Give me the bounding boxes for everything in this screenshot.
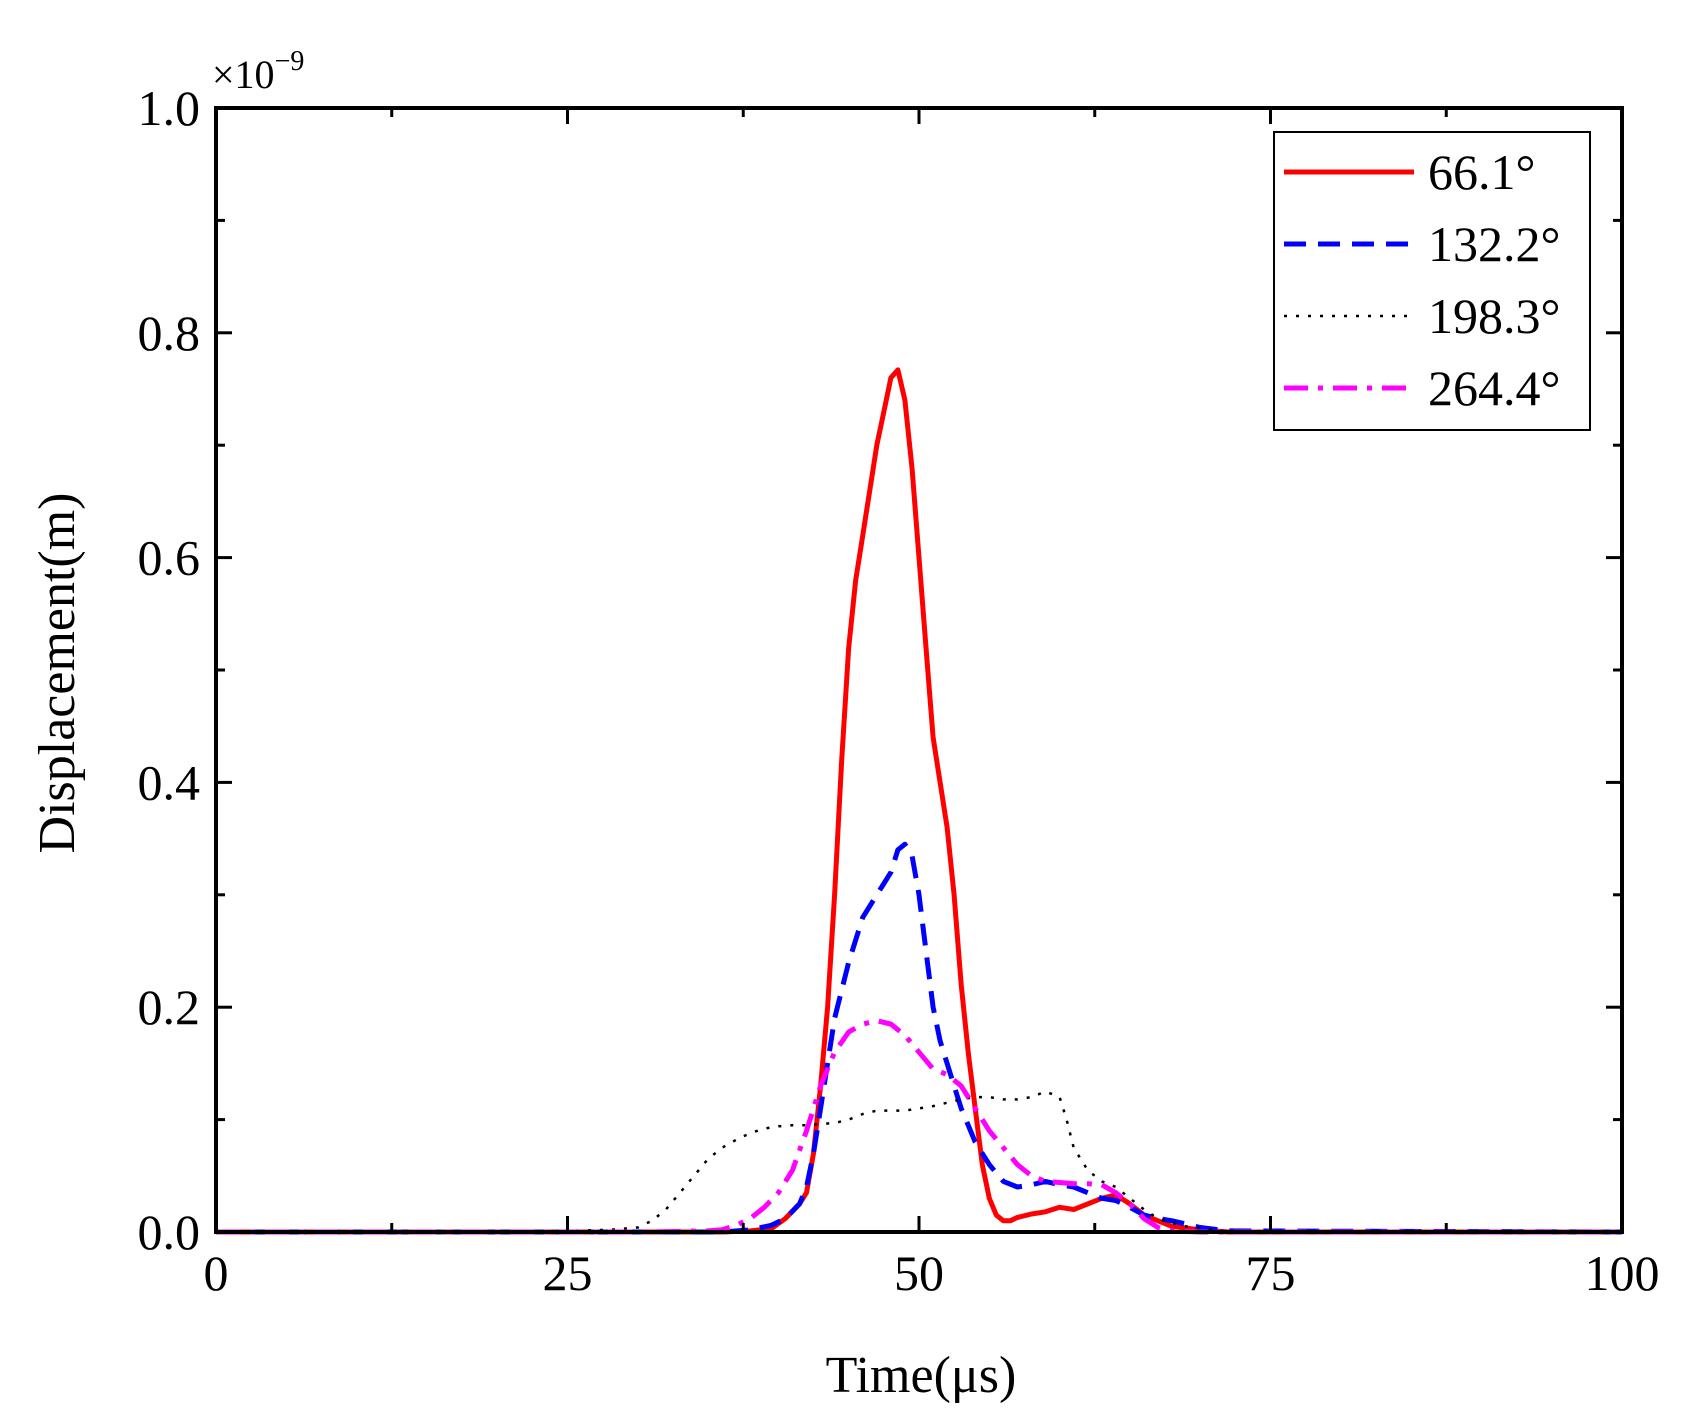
series-line-4: [216, 1018, 1622, 1235]
legend-label-2: 132.2°: [1428, 216, 1561, 272]
legend-box: [1273, 131, 1591, 431]
y-multiplier: ×10−9: [212, 46, 304, 97]
x-tick-label: 100: [1585, 1245, 1660, 1301]
series-line-1: [216, 367, 1622, 1235]
y-axis-title: Displacement(m): [29, 493, 86, 854]
tick-label-layer: 0 25 50 75 100 0.0 0.2 0.4 0.6 0.8 1.0: [138, 80, 1660, 1301]
y-tick-label: 0.0: [138, 1204, 201, 1260]
x-tick-label: 50: [894, 1245, 944, 1301]
legend-label-1: 66.1°: [1428, 144, 1536, 200]
x-axis-title: Time(μs): [826, 1347, 1017, 1404]
legend-label-4: 264.4°: [1428, 360, 1561, 416]
x-tick-label: 0: [204, 1245, 229, 1301]
legend: 66.1° 132.2° 198.3° 264.4°: [1273, 131, 1591, 431]
tick-layer: [214, 106, 1624, 1234]
y-tick-label: 0.4: [138, 754, 201, 810]
legend-label-3: 198.3°: [1428, 288, 1561, 344]
y-tick-label: 1.0: [138, 80, 201, 136]
x-tick-label: 25: [543, 1245, 593, 1301]
y-tick-label: 0.8: [138, 305, 201, 361]
x-tick-label: 75: [1246, 1245, 1296, 1301]
y-tick-label: 0.2: [138, 979, 201, 1035]
y-tick-label: 0.6: [138, 530, 201, 586]
series-layer: [216, 367, 1623, 1235]
series-line-2: [216, 841, 1623, 1235]
legend-items: 66.1° 132.2° 198.3° 264.4°: [1284, 144, 1561, 416]
